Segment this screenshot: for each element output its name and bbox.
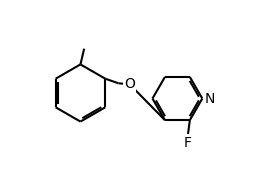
Text: O: O <box>124 77 135 91</box>
Text: N: N <box>205 92 215 105</box>
Text: F: F <box>184 136 192 150</box>
